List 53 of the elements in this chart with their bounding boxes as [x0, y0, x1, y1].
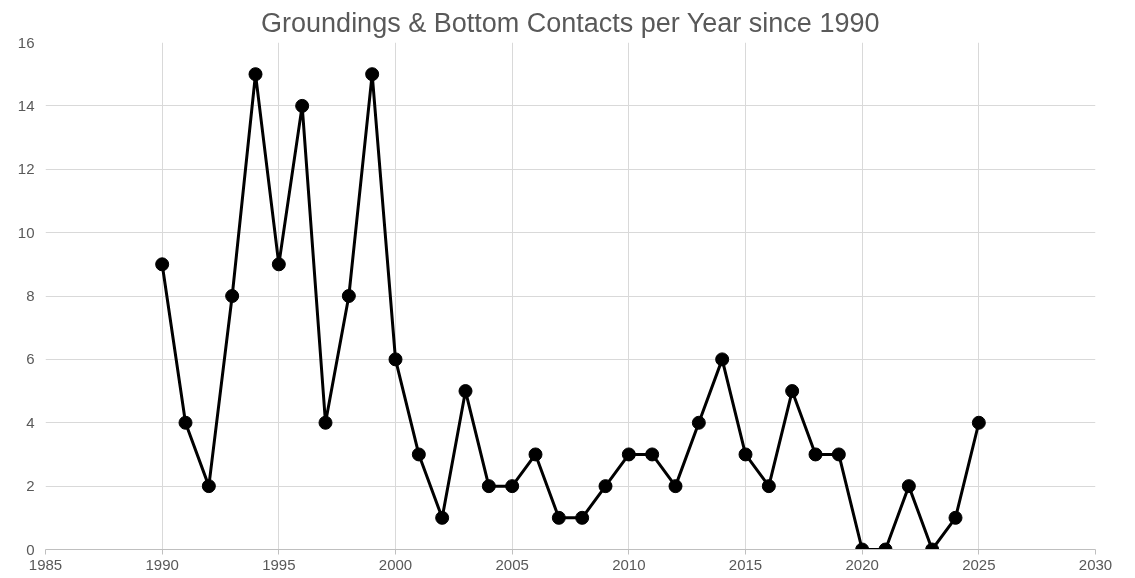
- point: [458, 384, 473, 399]
- point: [295, 98, 310, 113]
- point: [201, 479, 216, 494]
- x-tick-label: 2015: [728, 555, 763, 573]
- y-tick-label: 2: [26, 477, 35, 495]
- y-tick-label: 16: [17, 33, 35, 51]
- point: [178, 415, 193, 430]
- x-tick-label: 2000: [378, 555, 413, 573]
- point: [365, 67, 380, 82]
- x-tick-label: 2025: [962, 555, 996, 573]
- point: [481, 479, 496, 494]
- y-tick-label: 0: [26, 540, 35, 558]
- point: [528, 447, 543, 462]
- point: [761, 479, 776, 494]
- x-tick-label: 1995: [262, 555, 296, 573]
- x-tick-label: 1990: [145, 555, 179, 573]
- point: [691, 415, 706, 430]
- point: [668, 479, 683, 494]
- point: [155, 257, 170, 272]
- y-tick-label: 8: [26, 287, 35, 304]
- y-tick-label: 14: [17, 96, 35, 114]
- y-tick-label: 4: [26, 413, 35, 431]
- point: [645, 447, 660, 462]
- point: [435, 510, 450, 525]
- y-tick-label: 6: [26, 350, 35, 368]
- point: [341, 289, 356, 303]
- point: [831, 447, 846, 462]
- x-tick-label: 2020: [845, 555, 879, 573]
- point: [505, 479, 520, 494]
- point: [225, 289, 240, 303]
- point: [271, 257, 286, 272]
- point: [715, 352, 730, 367]
- point: [785, 384, 800, 399]
- point: [411, 447, 426, 462]
- point: [575, 510, 590, 525]
- point: [551, 510, 566, 525]
- point: [598, 479, 613, 494]
- y-tick-label: 10: [17, 223, 35, 241]
- point: [971, 415, 986, 430]
- chart-title: Groundings & Bottom Contacts per Year since 1990: [261, 7, 880, 38]
- point: [621, 447, 636, 462]
- point: [388, 352, 403, 367]
- point: [318, 415, 333, 430]
- y-tick-label: 12: [17, 160, 35, 178]
- point: [948, 510, 963, 525]
- x-tick-label: 1985: [28, 555, 63, 573]
- point: [738, 447, 753, 462]
- point: [808, 447, 823, 462]
- point: [901, 479, 916, 494]
- x-tick-label: 2005: [495, 555, 529, 573]
- point: [248, 67, 263, 82]
- x-tick-label: 2030: [1078, 555, 1113, 573]
- x-tick-label: 2010: [612, 555, 646, 573]
